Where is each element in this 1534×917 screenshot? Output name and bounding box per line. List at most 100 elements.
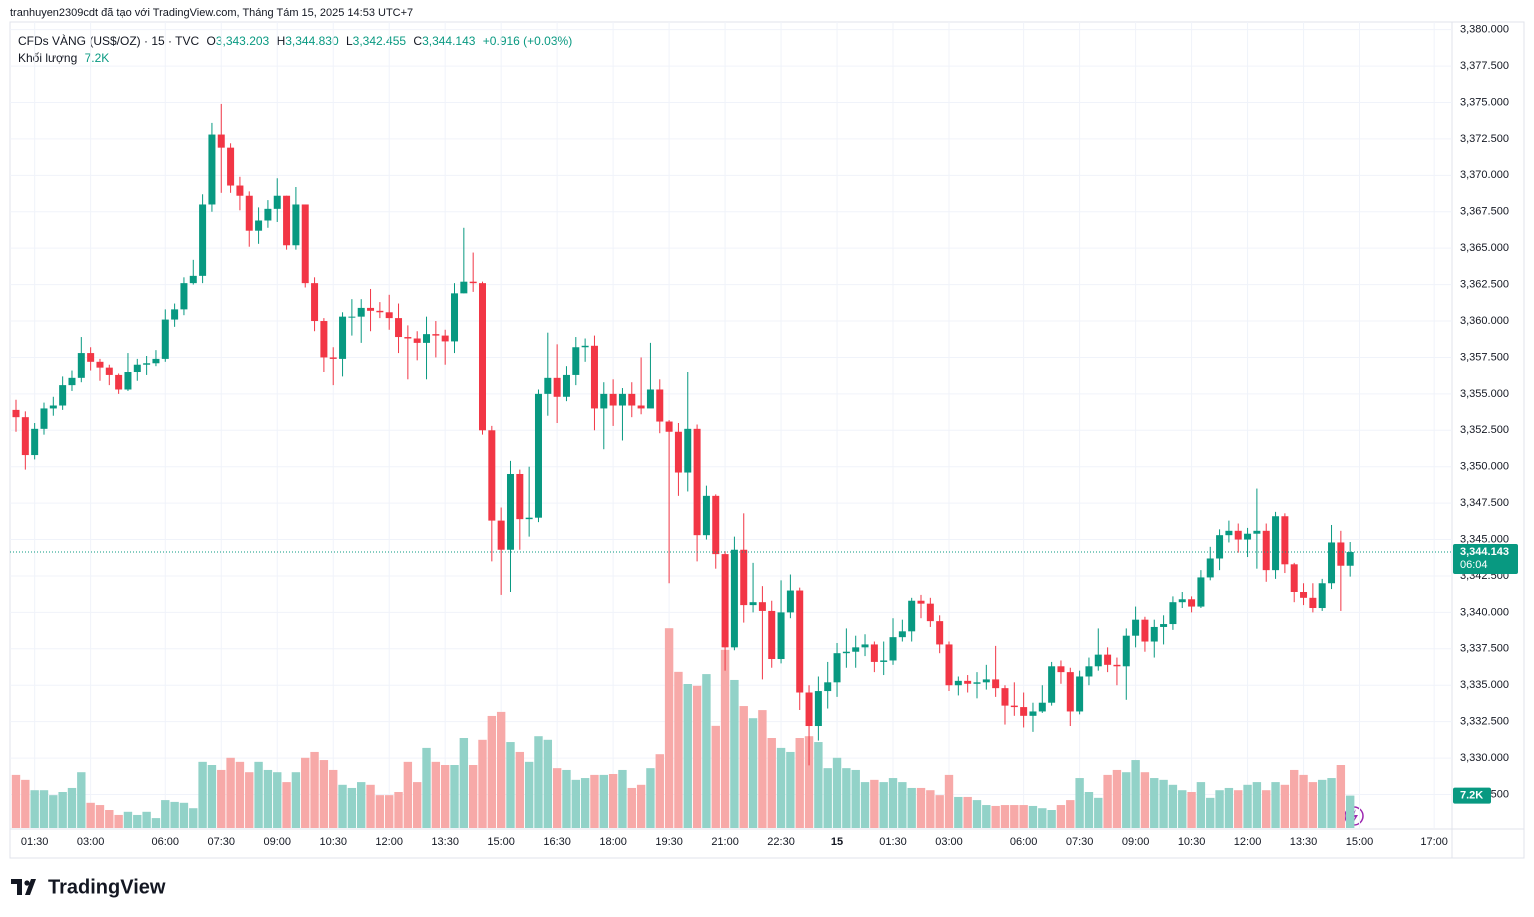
- volume-bar: [403, 761, 413, 828]
- candle-body: [385, 312, 393, 319]
- volume-bar: [720, 649, 730, 828]
- volume-bar: [207, 765, 217, 828]
- candle-body: [749, 602, 757, 606]
- volume-bar: [916, 787, 926, 828]
- candle-body: [926, 603, 934, 622]
- candle-body: [161, 319, 169, 359]
- y-tick-label: 3,330.000: [1460, 752, 1509, 764]
- candle-body: [255, 220, 263, 231]
- candle-body: [1029, 711, 1037, 716]
- candle-body: [1300, 591, 1308, 598]
- volume-bar: [39, 790, 49, 828]
- volume-bar: [1159, 779, 1168, 828]
- candle-body: [992, 679, 1000, 689]
- volume-bar: [1234, 790, 1243, 828]
- volume-bar: [1000, 805, 1010, 828]
- volume-bar: [664, 628, 674, 828]
- candle-body: [506, 473, 514, 550]
- volume-bar: [954, 796, 963, 828]
- volume-bar: [1019, 805, 1028, 828]
- volume-bar: [170, 801, 179, 828]
- icon-bolt[interactable]: [1351, 809, 1358, 823]
- volume-bar: [580, 778, 590, 828]
- volume-bar: [198, 761, 207, 828]
- volume-bar: [524, 761, 534, 828]
- volume-bar: [674, 671, 683, 828]
- volume-bar: [926, 790, 935, 828]
- volume-bar: [879, 782, 888, 828]
- volume-bar: [1038, 808, 1047, 828]
- candle-body: [870, 644, 878, 662]
- candle-body: [1085, 666, 1093, 677]
- volume-bar: [329, 769, 338, 828]
- volume-bar: [179, 802, 189, 828]
- volume-bar: [543, 739, 553, 828]
- volume-bar: [123, 811, 133, 828]
- last-price-label: 3,344.143: [1460, 546, 1509, 558]
- volume-bar: [189, 808, 198, 828]
- volume-bar: [739, 706, 748, 828]
- volume-bar: [655, 754, 664, 828]
- volume-bar: [1075, 778, 1084, 828]
- volume-bar: [972, 800, 982, 828]
- candle-body: [1122, 635, 1130, 667]
- candle-body: [283, 195, 291, 246]
- x-tick-label: 18:00: [599, 836, 627, 848]
- candle-body: [1020, 707, 1028, 716]
- volume-bar: [1262, 790, 1271, 828]
- volume-bar: [217, 769, 226, 828]
- volume-name: Khối lượng: [18, 51, 77, 65]
- y-tick-label: 3,352.500: [1460, 424, 1509, 436]
- candle-body: [973, 682, 981, 684]
- candle-body: [1234, 530, 1242, 540]
- logo-dot: [24, 880, 30, 886]
- candle-body: [273, 195, 281, 209]
- x-tick-label: 01:30: [879, 836, 907, 848]
- candle-body: [1290, 564, 1298, 592]
- volume-bar: [982, 805, 991, 828]
- volume-bar: [291, 772, 301, 828]
- volume-bar: [245, 772, 254, 828]
- volume-bar: [1327, 778, 1336, 828]
- candle-body: [217, 134, 225, 148]
- x-tick-label: 06:00: [152, 836, 180, 848]
- volume-bar: [1056, 805, 1066, 828]
- candle-body: [189, 275, 197, 284]
- volume-bar: [711, 725, 720, 828]
- volume-bar: [263, 769, 273, 828]
- volume-bar: [487, 715, 497, 828]
- y-tick-label: 3,377.500: [1460, 60, 1509, 72]
- volume-bar: [105, 810, 114, 828]
- candle-body: [1262, 530, 1270, 571]
- candle-body: [777, 612, 785, 660]
- volume-bar: [1271, 782, 1280, 828]
- volume-bar: [161, 800, 170, 828]
- candle-body: [208, 134, 216, 205]
- volume-bar: [963, 796, 972, 828]
- candle-body: [96, 361, 104, 368]
- volume-bars: [11, 628, 1355, 828]
- legend-key: L: [346, 34, 353, 48]
- candle-body: [852, 647, 860, 652]
- y-tick-label: 3,350.000: [1460, 461, 1509, 473]
- candle-body: [404, 337, 412, 339]
- volume-bar: [1336, 765, 1346, 828]
- volume-bar: [702, 674, 711, 828]
- volume-bar: [515, 751, 525, 828]
- x-tick-label: 21:00: [711, 836, 739, 848]
- volume-bar: [860, 782, 870, 828]
- y-tick-label: 3,372.500: [1460, 133, 1509, 145]
- candle-body: [1309, 597, 1317, 609]
- x-tick-label: 13:30: [1290, 836, 1318, 848]
- volume-bar: [142, 811, 151, 828]
- volume-bar: [944, 774, 954, 828]
- volume-bar: [1243, 784, 1252, 828]
- volume-bar: [375, 795, 385, 828]
- candle-body: [954, 680, 962, 686]
- candle-body: [628, 393, 636, 406]
- volume-bar: [991, 805, 1000, 828]
- candle-body: [590, 345, 598, 409]
- y-tick-label: 3,337.500: [1460, 643, 1509, 655]
- candle-body: [31, 428, 39, 456]
- volume-bar: [133, 814, 142, 828]
